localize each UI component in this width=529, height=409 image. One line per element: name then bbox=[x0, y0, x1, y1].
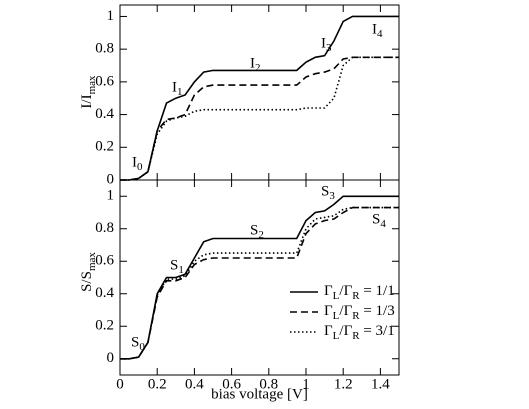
y-tick-label: 0 bbox=[107, 171, 115, 187]
y-axis-label: I/Imax bbox=[79, 75, 97, 109]
x-tick-label: 0.6 bbox=[222, 376, 241, 392]
x-tick-label: 1.2 bbox=[334, 376, 353, 392]
annotation-sub: 1 bbox=[178, 264, 184, 276]
annotation-sub: 0 bbox=[139, 341, 145, 353]
x-tick-label: 1.4 bbox=[371, 376, 390, 392]
y-tick-label: 0.4 bbox=[95, 106, 114, 122]
annotation-sub: 2 bbox=[258, 229, 264, 241]
y-tick-label: 1 bbox=[107, 188, 115, 204]
legend-label: ΓL/ΓR = 3/1 bbox=[324, 323, 395, 341]
annotation-text: I2 bbox=[250, 55, 261, 73]
annotation-text: I0 bbox=[132, 154, 143, 172]
annotation-text: S0 bbox=[131, 334, 145, 352]
annotation: I2 bbox=[250, 55, 261, 73]
x-tick-label: 1 bbox=[302, 376, 310, 392]
annotation-text: I3 bbox=[321, 35, 332, 53]
annotation: I3 bbox=[321, 35, 332, 53]
plot-frame bbox=[119, 179, 400, 376]
annotation-sub: 1 bbox=[177, 86, 183, 98]
annotation: S2 bbox=[250, 222, 264, 240]
annotation: I1 bbox=[172, 79, 183, 97]
legend-label: ΓL/ΓR = 1/1 bbox=[324, 283, 395, 301]
y-tick-label: 0.6 bbox=[95, 253, 114, 269]
annotation: S0 bbox=[131, 334, 145, 352]
x-tick-label: 0.2 bbox=[148, 376, 167, 392]
series-line bbox=[120, 56, 399, 181]
annotation: S3 bbox=[321, 183, 335, 201]
annotation-text: S1 bbox=[170, 257, 184, 275]
annotation-sub: 2 bbox=[255, 62, 261, 74]
x-tick-label: 0.4 bbox=[185, 376, 204, 392]
annotation-sub: 4 bbox=[377, 28, 383, 40]
annotation-text: S4 bbox=[372, 211, 386, 229]
y-tick-label: 1 bbox=[107, 8, 115, 24]
annotation-text: S3 bbox=[321, 183, 335, 201]
annotation: I0 bbox=[132, 154, 143, 172]
annotation: S4 bbox=[372, 211, 386, 229]
x-tick-label: 0 bbox=[116, 376, 124, 392]
y-tick-label: 0.2 bbox=[95, 318, 114, 334]
annotation-sub: 3 bbox=[329, 190, 335, 202]
annotation: I4 bbox=[372, 21, 383, 39]
x-tick-label: 0.8 bbox=[259, 376, 278, 392]
annotation-text: I1 bbox=[172, 79, 183, 97]
annotation-sub: 4 bbox=[380, 218, 386, 230]
y-tick-label: 0.8 bbox=[95, 41, 114, 57]
y-tick-label: 0 bbox=[107, 350, 115, 366]
annotation-text: S2 bbox=[250, 222, 264, 240]
y-tick-label: 0.6 bbox=[95, 73, 114, 89]
series-line bbox=[120, 15, 399, 181]
annotation-sub: 3 bbox=[326, 42, 332, 54]
annotation-text: I4 bbox=[372, 21, 383, 39]
legend-label: ΓL/ΓR = 1/3 bbox=[324, 303, 395, 321]
y-axis-label: S/Smax bbox=[79, 252, 97, 292]
annotation-sub: 0 bbox=[137, 161, 143, 173]
annotation: S1 bbox=[170, 257, 184, 275]
x-axis-label: bias voltage [V] bbox=[211, 386, 308, 402]
y-tick-label: 0.8 bbox=[95, 220, 114, 236]
y-tick-label: 0.2 bbox=[95, 139, 114, 155]
y-tick-label: 0.4 bbox=[95, 285, 114, 301]
series-line bbox=[120, 206, 399, 360]
plot-frame bbox=[119, 4, 400, 181]
series-line bbox=[120, 195, 399, 360]
